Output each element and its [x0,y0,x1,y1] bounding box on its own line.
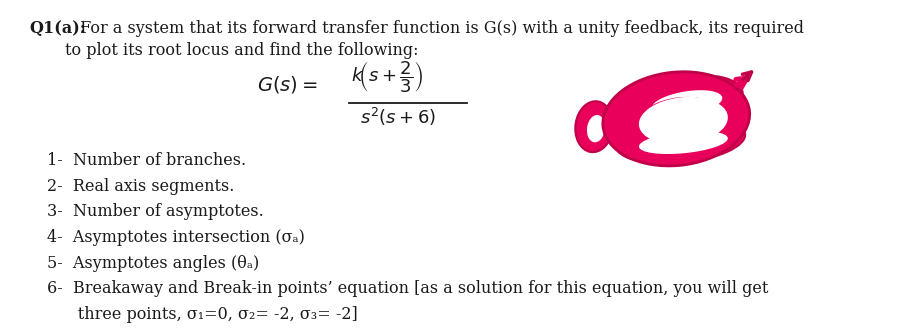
Ellipse shape [627,75,741,127]
Text: $k\!\left(s+\dfrac{2}{3}\right)$: $k\!\left(s+\dfrac{2}{3}\right)$ [350,60,422,95]
Ellipse shape [639,97,727,145]
Ellipse shape [639,131,727,154]
Ellipse shape [603,72,749,166]
Ellipse shape [651,90,722,116]
Text: three points, σ₁=0, σ₂= -2, σ₃= -2]: three points, σ₁=0, σ₂= -2, σ₃= -2] [47,306,358,323]
Text: 6-  Breakaway and Break-in points’ equation [as a solution for this equation, yo: 6- Breakaway and Break-in points’ equati… [47,280,768,297]
Ellipse shape [575,101,612,152]
Ellipse shape [586,115,604,142]
Ellipse shape [640,98,726,144]
Text: Q1(a):: Q1(a): [30,20,87,38]
Text: 3-  Number of asymptotes.: 3- Number of asymptotes. [47,203,264,220]
Text: 4-  Asymptotes intersection (σₐ): 4- Asymptotes intersection (σₐ) [47,229,305,246]
Text: $s^2(s+6)$: $s^2(s+6)$ [359,106,436,128]
Text: 2-  Real axis segments.: 2- Real axis segments. [47,178,235,195]
Text: 1-  Number of branches.: 1- Number of branches. [47,152,246,169]
Ellipse shape [615,118,744,163]
Ellipse shape [640,97,720,137]
Text: For a system that its forward transfer function is G(s) with a unity feedback, i: For a system that its forward transfer f… [75,20,803,38]
Text: $G(s) =$: $G(s) =$ [257,74,318,95]
Text: 5-  Asymptotes angles (θₐ): 5- Asymptotes angles (θₐ) [47,255,260,271]
Text: to plot its root locus and find the following:: to plot its root locus and find the foll… [65,42,419,59]
